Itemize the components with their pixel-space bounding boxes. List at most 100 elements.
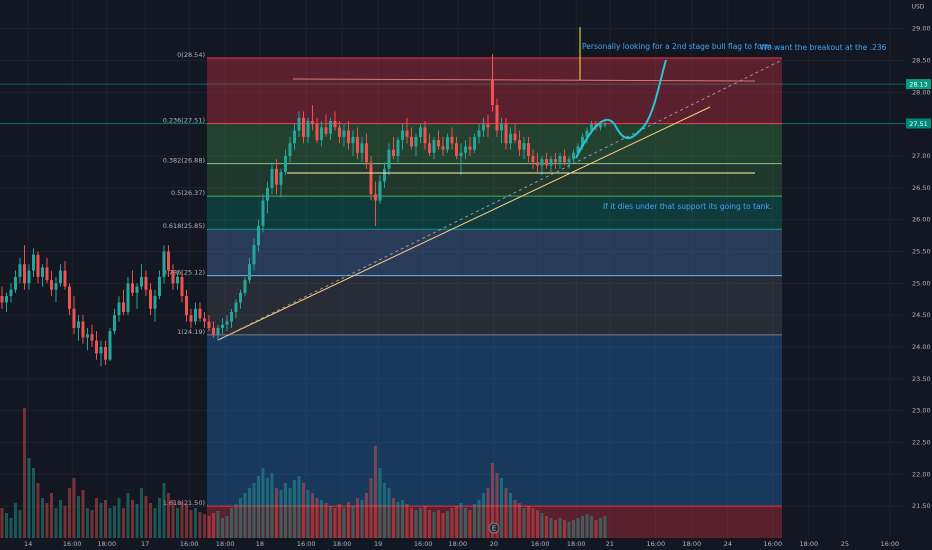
candle-body — [328, 120, 332, 134]
volume-bar — [333, 508, 337, 538]
volume-bar — [54, 508, 58, 538]
volume-bar — [22, 408, 26, 538]
candle-body — [517, 140, 521, 150]
volume-bar — [193, 508, 197, 538]
volume-bar — [45, 503, 49, 538]
volume-bar — [508, 493, 512, 538]
x-tick-label: 25 — [841, 540, 849, 548]
dashed-trend-line — [217, 59, 783, 341]
candle-body — [441, 146, 445, 150]
fib-label: 0.786(25.12) — [163, 269, 205, 277]
candle-body — [472, 136, 476, 150]
candle-body — [184, 296, 188, 316]
volume-bar — [310, 493, 314, 538]
volume-bar — [504, 488, 508, 538]
candle-body — [495, 105, 499, 131]
candle-body — [454, 143, 458, 156]
volume-bar — [531, 508, 535, 538]
candle-body — [54, 283, 58, 290]
candle-body — [13, 276, 17, 290]
candle-body — [360, 143, 364, 153]
volume-bar — [517, 503, 521, 538]
volume-bar — [603, 516, 607, 538]
candle-body — [157, 276, 161, 297]
candle-body — [58, 270, 62, 284]
volume-bar — [427, 510, 431, 538]
candle-body — [364, 143, 368, 163]
volume-bar — [396, 502, 400, 538]
volume-bar — [229, 508, 233, 538]
candle-body — [589, 124, 593, 131]
candle-body — [265, 187, 269, 201]
candle-body — [504, 124, 508, 144]
volume-bar — [81, 490, 85, 538]
volume-bar — [414, 510, 418, 538]
volume-bar — [472, 504, 476, 538]
candle-body — [315, 124, 319, 141]
y-tick-label: 24.00 — [912, 343, 931, 351]
candle-body — [198, 308, 202, 319]
candle-body — [193, 308, 197, 322]
volume-bar — [256, 476, 260, 538]
x-tick-label: 16:00 — [297, 540, 316, 548]
volume-bar — [67, 488, 71, 538]
earnings-label[interactable]: E — [492, 525, 496, 533]
volume-bar — [288, 488, 292, 538]
volume-bar — [4, 513, 8, 538]
candle-body — [427, 143, 431, 153]
candle-body — [391, 149, 395, 156]
x-tick-label: 18:00 — [567, 540, 586, 548]
x-tick-label: 18:00 — [333, 540, 352, 548]
candle-body — [112, 315, 116, 332]
candle-body — [27, 270, 31, 284]
fib-label: 0(28.54) — [177, 51, 205, 59]
candle-body — [445, 136, 449, 150]
price-axis: USD 21.50 22.00 22.50 23.00 23.50 24.00 24.50 2… — [24, 0, 932, 550]
candle-body — [9, 289, 13, 297]
volume-bar — [36, 483, 40, 538]
volume-bar — [499, 478, 503, 538]
candle-body — [126, 283, 130, 312]
fib-zone — [207, 57, 782, 124]
candle-body — [144, 276, 148, 290]
candle-body — [436, 140, 440, 147]
candle-body — [369, 162, 373, 195]
volume-bar — [351, 506, 355, 538]
volume-bar — [324, 503, 328, 538]
candle-body — [355, 136, 359, 153]
candle-body — [103, 346, 107, 360]
candle-body — [319, 127, 323, 141]
volume-bar — [378, 468, 382, 538]
x-tick-label: 16:00 — [414, 540, 433, 548]
volume-bar — [490, 463, 494, 538]
volume-bar — [360, 500, 364, 538]
volume-bar — [139, 488, 143, 538]
candle-body — [49, 280, 53, 290]
candle-body — [526, 143, 530, 156]
volume-bar — [243, 493, 247, 538]
volume-bar — [405, 504, 409, 538]
volume-bar — [247, 488, 251, 538]
candle-body — [99, 346, 103, 354]
candle-body — [40, 267, 44, 277]
volume-bar — [409, 508, 413, 538]
candle-body — [333, 120, 337, 128]
volume-bar — [130, 500, 134, 538]
earnings-icon[interactable] — [488, 522, 500, 534]
volume-bar — [454, 506, 458, 538]
volume-bar — [157, 498, 161, 538]
volume-bar — [495, 473, 499, 538]
candle-body — [558, 155, 562, 163]
candle-body — [90, 334, 94, 341]
volume-bar — [477, 500, 481, 538]
volume-bar — [180, 502, 184, 538]
volume-bar — [94, 498, 98, 538]
volume-bar — [166, 493, 170, 538]
candle-body — [180, 276, 184, 297]
volume-bar — [72, 478, 76, 538]
candle-body — [414, 136, 418, 147]
fib-zone — [207, 229, 782, 276]
volume-bar — [31, 468, 35, 538]
volume-bar — [468, 510, 472, 538]
fib-zone — [207, 196, 782, 230]
